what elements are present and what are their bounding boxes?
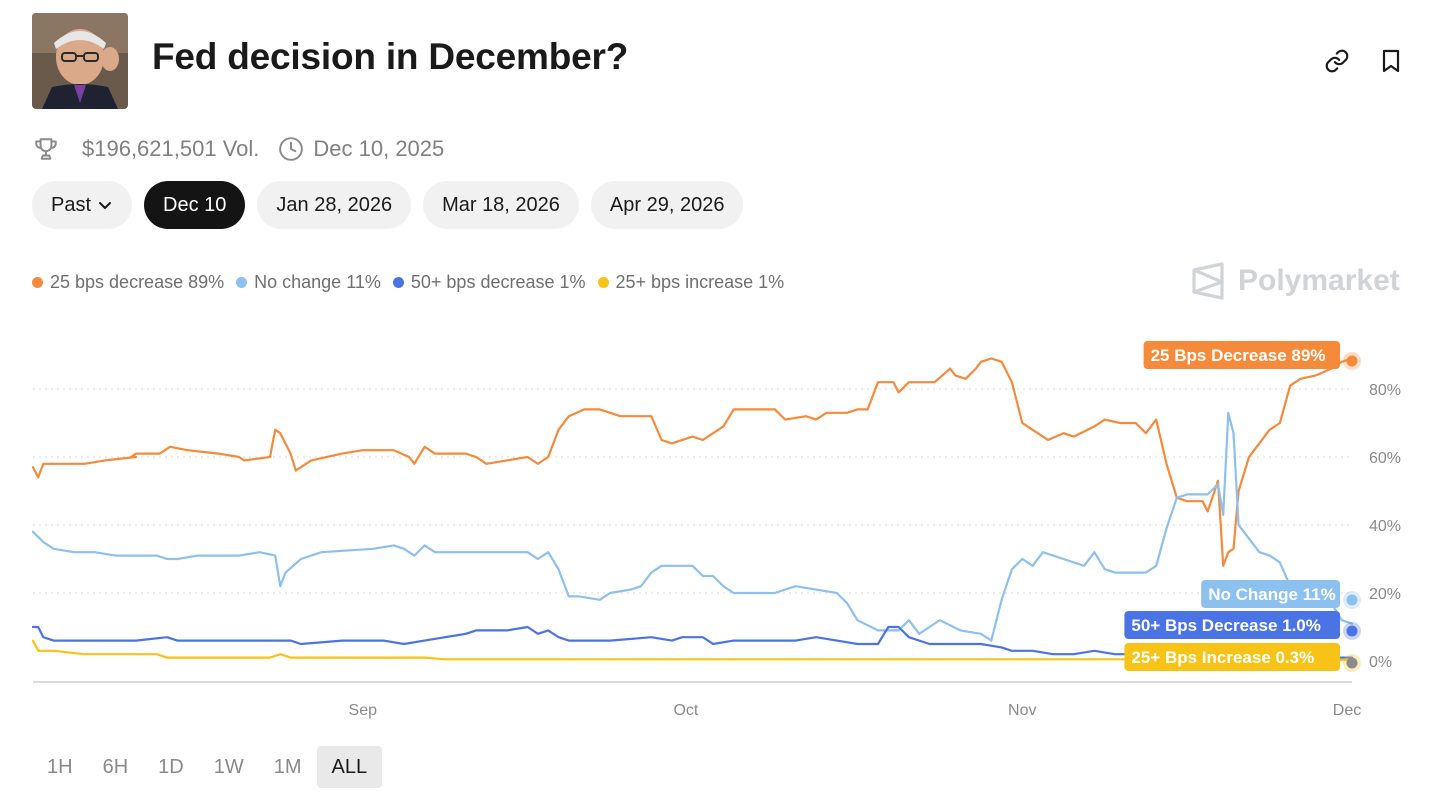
tab-past-label: Past — [51, 193, 92, 216]
series-line-25-bps-increase — [31, 639, 1354, 662]
range-1d[interactable]: 1D — [158, 755, 184, 778]
range-1m[interactable]: 1M — [273, 755, 302, 778]
end-label-50-bps-decrease: 50+ Bps Decrease 1.0% — [1131, 616, 1321, 635]
polymarket-watermark: Polymarket — [1190, 262, 1400, 300]
price-history-chart[interactable]: 0% 20% 40% 60% 80% Sep Oct Nov Dec 25 Bps Decreas… — [0, 320, 1429, 740]
polymarket-logo-icon — [1192, 262, 1224, 300]
range-1h[interactable]: 1H — [47, 755, 73, 778]
tab-dec-10[interactable]: Dec 10 — [144, 181, 246, 229]
bookmark-icon[interactable] — [1374, 44, 1408, 78]
market-image — [32, 13, 128, 109]
end-dot — [1346, 625, 1358, 637]
legend-label: 25 bps decrease 89% — [50, 272, 225, 292]
legend-dot — [32, 277, 43, 288]
legend-dot — [392, 277, 404, 288]
y-tick-label: 20% — [1369, 586, 1401, 603]
series-line-no-change — [31, 411, 1354, 642]
chart-legend: 25 bps decrease 89% No change 11% 50+ bp… — [32, 272, 796, 293]
end-label-box — [1201, 580, 1340, 608]
end-dot — [1346, 594, 1358, 606]
date-tabs: Past Dec 10 Jan 28, 2026 Mar 18, 2026 Ap… — [32, 181, 744, 229]
end-date-text: Dec 10, 2025 — [313, 136, 445, 161]
tab-mar-18-2026[interactable]: Mar 18, 2026 — [423, 181, 579, 229]
clock-icon — [277, 135, 305, 163]
end-label-box — [1143, 341, 1340, 369]
volume-text: $196,621,501 Vol. — [82, 136, 260, 161]
trophy-icon — [32, 135, 60, 163]
legend-25-bps-decrease: 25 bps decrease 89% — [32, 272, 224, 293]
chevron-down-icon — [97, 197, 113, 213]
copy-link-icon[interactable] — [1320, 44, 1354, 78]
legend-no-change: No change 11% — [236, 272, 381, 293]
brand-text: Polymarket — [1238, 264, 1400, 297]
y-tick-label: 60% — [1369, 450, 1401, 467]
tab-jan-28-2026[interactable]: Jan 28, 2026 — [257, 181, 412, 229]
x-tick-label: Sep — [349, 702, 378, 719]
end-label-25-bps-increase: 25+ Bps Increase 0.3% — [1131, 648, 1314, 667]
legend-25-bps-increase: 25+ bps increase 1% — [597, 272, 785, 293]
end-label-box — [1124, 643, 1340, 671]
x-tick-label: Oct — [673, 702, 698, 719]
end-label-25-bps-decrease: 25 Bps Decrease 89% — [1151, 346, 1326, 365]
x-tick-label: Nov — [1008, 702, 1036, 719]
legend-label: No change 11% — [254, 272, 381, 292]
series-line-25-bps-decrease — [31, 357, 1354, 567]
y-tick-label: 40% — [1369, 518, 1401, 535]
end-label-no-change: No Change 11% — [1208, 585, 1336, 604]
legend-label: 25+ bps increase 1% — [615, 272, 785, 292]
x-tick-label: Dec — [1333, 702, 1361, 719]
end-label-box — [1124, 611, 1340, 639]
legend-label: 50+ bps decrease 1% — [410, 272, 586, 292]
y-tick-label: 80% — [1369, 382, 1401, 399]
tab-past[interactable]: Past — [32, 181, 133, 229]
range-all[interactable]: ALL — [316, 746, 383, 788]
legend-dot — [236, 277, 248, 288]
series-line-50-bps-decrease — [31, 625, 1354, 659]
end-dot — [1346, 657, 1358, 669]
legend-dot — [597, 277, 609, 288]
tab-apr-29-2026[interactable]: Apr 29, 2026 — [590, 181, 744, 229]
range-6h[interactable]: 6H — [102, 755, 129, 778]
y-tick-label: 0% — [1369, 654, 1392, 671]
market-title: Fed decision in December? — [152, 36, 629, 77]
legend-50-bps-decrease: 50+ bps decrease 1% — [392, 272, 586, 293]
range-1w[interactable]: 1W — [213, 755, 244, 778]
market-meta: $196,621,501 Vol. Dec 10, 2025 — [32, 133, 444, 165]
time-range-selector: 1H 6H 1D 1W 1M ALL — [32, 746, 383, 788]
end-dot — [1346, 355, 1358, 367]
